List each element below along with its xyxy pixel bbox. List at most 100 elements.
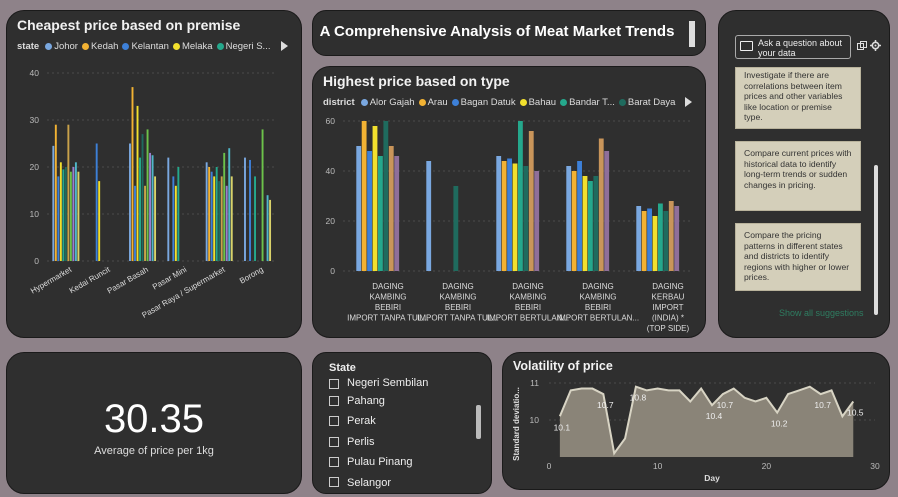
bar xyxy=(205,162,208,261)
y-tick-label: 20 xyxy=(30,162,40,172)
slicer-item-label: Negeri Sembilan xyxy=(347,377,429,389)
checkbox[interactable] xyxy=(329,437,339,447)
bar xyxy=(228,148,231,261)
bar xyxy=(54,124,57,261)
data-label: 10.5 xyxy=(847,408,864,418)
show-all-suggestions-link[interactable]: Show all suggestions xyxy=(779,308,864,318)
bar xyxy=(139,157,141,261)
bar xyxy=(230,176,233,261)
legend-item-barat-daya[interactable]: Barat Daya xyxy=(618,97,675,108)
y-tick-label: 10 xyxy=(530,415,540,425)
legend-item-bandar[interactable]: Bandar T... xyxy=(560,97,615,108)
y-tick-label: 0 xyxy=(330,266,335,276)
slicer-item-perak[interactable]: Perak xyxy=(329,415,376,427)
checkbox[interactable] xyxy=(329,457,339,467)
bar xyxy=(210,171,213,261)
cheapest-price-title: Cheapest price based on premise xyxy=(17,17,241,33)
legend-item-kelantan[interactable]: Kelantan xyxy=(122,41,169,52)
suggestion-card[interactable]: Compare the pricing patterns in differen… xyxy=(735,223,861,291)
bar xyxy=(213,176,216,261)
checkbox[interactable] xyxy=(329,477,339,487)
checkbox[interactable] xyxy=(329,416,339,426)
slicer-item-label: Pahang xyxy=(347,395,385,407)
x-tick-label: 0 xyxy=(547,461,552,471)
bar xyxy=(174,185,177,261)
copy-icon[interactable] xyxy=(857,41,867,51)
bar xyxy=(496,156,502,271)
legend-item-alor-gajah[interactable]: Alor Gajah xyxy=(360,97,415,108)
y-tick-label: 40 xyxy=(30,68,40,78)
legend-item-johor[interactable]: Johor xyxy=(45,41,78,52)
bar xyxy=(72,167,75,261)
bar xyxy=(501,161,507,271)
slicer-item-negeri-sembilan[interactable]: Negeri Sembilan xyxy=(329,373,428,389)
ask-question-button[interactable]: Ask a question about your data xyxy=(735,35,851,59)
legend-item-melaka[interactable]: Melaka xyxy=(172,41,213,52)
x-category-label: Hypermarket xyxy=(29,265,74,296)
kpi-value: 30.35 xyxy=(103,397,205,441)
qa-card: Ask a question about your data Investiga… xyxy=(718,10,890,338)
data-label: 10.7 xyxy=(597,400,614,410)
x-tick-label: 30 xyxy=(870,461,880,471)
checkbox[interactable] xyxy=(329,396,339,406)
bar xyxy=(74,162,77,261)
suggestion-text: Compare current prices with historical d… xyxy=(744,148,852,190)
legend-label: Bahau xyxy=(528,97,557,108)
legend-item-kedah[interactable]: Kedah xyxy=(81,41,118,52)
bar xyxy=(507,158,512,271)
bar xyxy=(269,199,272,261)
volatility-card: Volatility of price 10 11 10.1 10.7 10.8 10.4… xyxy=(502,352,890,490)
x-tick-label: 20 xyxy=(762,461,772,471)
bar xyxy=(582,176,588,271)
legend-item-bahau[interactable]: Bahau xyxy=(519,97,557,108)
bar xyxy=(177,167,180,261)
bar xyxy=(528,131,534,271)
slicer-scrollbar-thumb[interactable] xyxy=(476,405,481,439)
slicer-item-label: Pulau Pinang xyxy=(347,456,413,468)
slicer-item-label: Selangor xyxy=(347,477,392,489)
legend-label: Bandar T... xyxy=(569,97,615,108)
suggestion-card[interactable]: Compare current prices with historical d… xyxy=(735,141,861,211)
bar xyxy=(523,166,529,271)
bar xyxy=(641,211,647,271)
bar xyxy=(388,146,394,271)
y-tick-label: 60 xyxy=(326,116,336,126)
legend-dot xyxy=(560,99,568,106)
bar xyxy=(453,186,459,271)
slicer-item-pulau-pinang[interactable]: Pulau Pinang xyxy=(329,456,412,468)
legend-next-icon[interactable] xyxy=(685,97,692,107)
highest-price-chart: 0 20 40 60 DAGING KAMBING BEBIRI IMPORT TANPA T… xyxy=(326,116,693,333)
suggestion-text: Compare the pricing patterns in differen… xyxy=(744,230,850,282)
slicer-item-pahang[interactable]: Pahang xyxy=(329,395,385,407)
y-tick-label: 20 xyxy=(326,216,336,226)
scrollbar-thumb[interactable] xyxy=(874,165,878,315)
dashboard-title: A Comprehensive Analysis of Meat Market … xyxy=(319,23,675,40)
checkbox[interactable] xyxy=(329,379,339,389)
suggestion-card[interactable]: Investigate if there are correlations be… xyxy=(735,67,861,129)
legend-label: Negeri S... xyxy=(225,41,271,52)
bar xyxy=(98,181,101,261)
bar xyxy=(223,152,226,261)
legend-label: Melaka xyxy=(181,41,213,52)
bar xyxy=(67,124,70,261)
legend-next-icon[interactable] xyxy=(281,41,288,51)
slicer-item-selangor[interactable]: Selangor xyxy=(329,477,391,493)
bar xyxy=(266,195,269,261)
x-category-label: DAGING KAMBING BEBIRI IMPORT TANPA TUL... xyxy=(347,282,429,323)
legend-label: Alor Gajah xyxy=(369,97,415,108)
slicer-item-perlis[interactable]: Perlis xyxy=(329,436,375,448)
legend-label: Johor xyxy=(54,41,78,52)
x-category-label: Kedai Runcit xyxy=(68,265,112,296)
gear-icon[interactable] xyxy=(870,40,881,51)
legend-item-bagan-datuk[interactable]: Bagan Datuk xyxy=(451,97,516,108)
bar xyxy=(261,129,264,261)
x-category-label: DAGING KERBAU IMPORT (INDIA) * (TOP SIDE) xyxy=(647,282,690,333)
x-category-label: DAGING KAMBING BEBIRI IMPORT BERTULAN... xyxy=(557,282,639,323)
bar xyxy=(134,185,136,261)
kpi-card: 30.35 Average of price per 1kg xyxy=(6,352,302,494)
bar xyxy=(636,206,642,271)
bar xyxy=(244,157,246,261)
y-tick-label: 10 xyxy=(30,209,40,219)
legend-item-negeri[interactable]: Negeri S... xyxy=(216,41,271,52)
legend-item-arau[interactable]: Arau xyxy=(418,97,448,108)
